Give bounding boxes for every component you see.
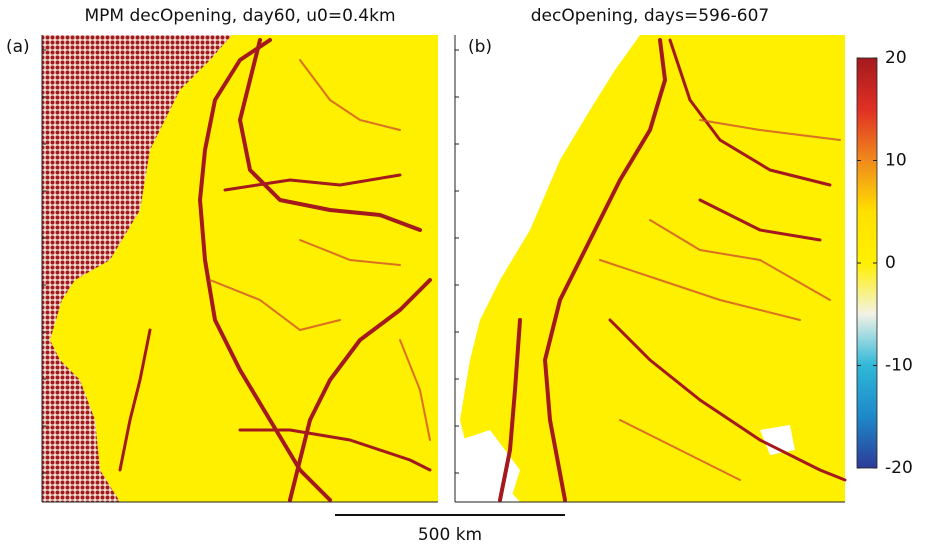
panel-title: decOpening, days=596-607 (531, 6, 770, 26)
colorbar-tick-label: 0 (885, 253, 896, 273)
panel-b (455, 35, 845, 502)
panel-title: MPM decOpening, day60, u0=0.4km (84, 6, 395, 26)
colorbar-tick-label: 20 (885, 48, 907, 68)
scale-bar-label: 500 km (418, 525, 482, 545)
figure: MPM decOpening, day60, u0=0.4km decOpeni… (0, 0, 942, 546)
colorbar-tick-label: -10 (885, 356, 913, 376)
panel-label: (a) (6, 37, 30, 57)
colorbar-tick-label: -20 (885, 458, 913, 478)
panel-label: (b) (468, 37, 492, 57)
panel-a (42, 35, 438, 502)
colorbar-tick-label: 10 (885, 151, 907, 171)
